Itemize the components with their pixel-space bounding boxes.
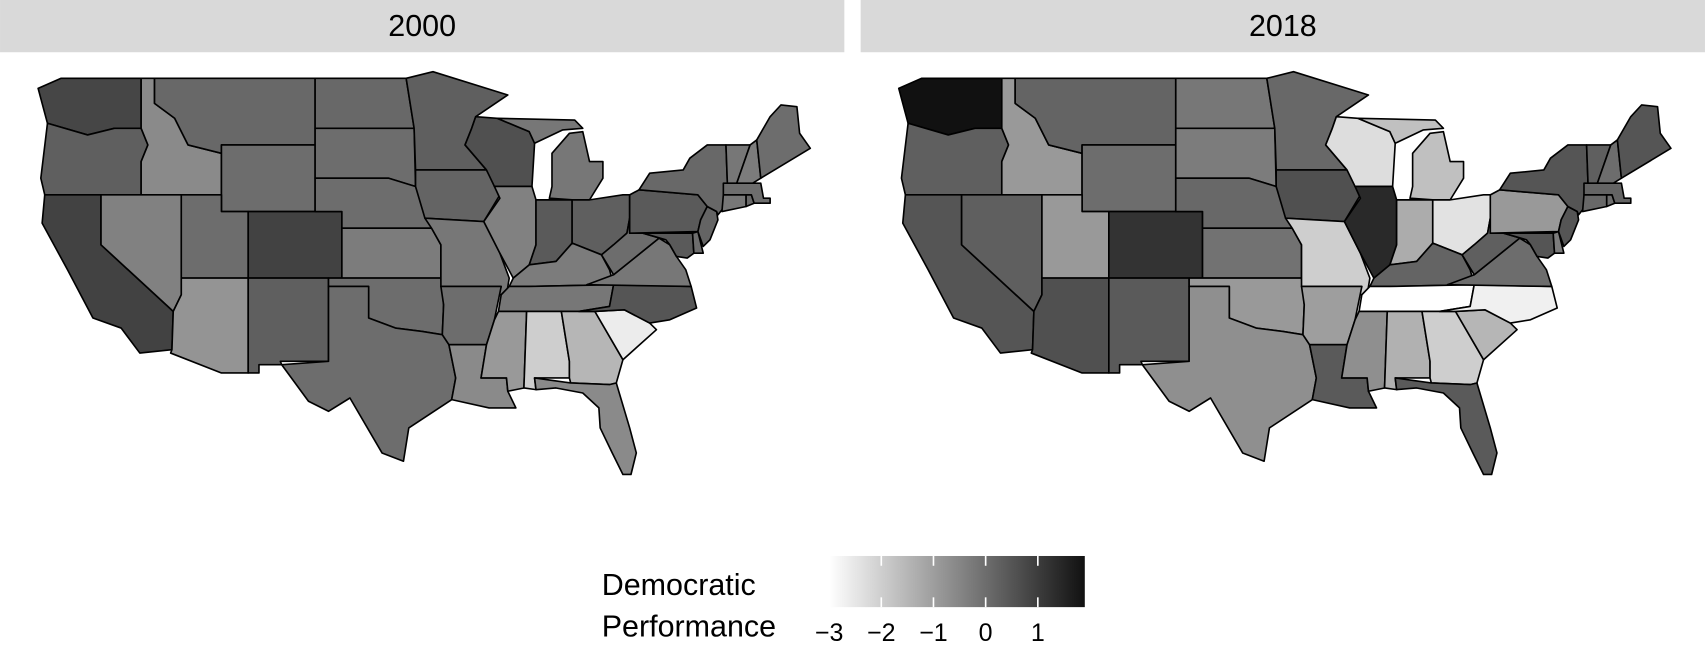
state [755, 104, 812, 180]
state [900, 122, 1010, 196]
state [1557, 205, 1580, 248]
state [1438, 283, 1559, 324]
state [1489, 189, 1569, 234]
state [497, 283, 615, 313]
state [1030, 277, 1110, 374]
legend-title: Democratic Performance [601, 567, 777, 644]
state [721, 194, 747, 213]
colorbar-tick-label: −2 [867, 619, 896, 647]
state [577, 283, 698, 324]
facet-title: 2018 [1249, 9, 1317, 43]
state [1108, 210, 1204, 279]
state [735, 139, 762, 185]
state [220, 144, 316, 213]
state [1583, 182, 1632, 205]
state [1275, 169, 1362, 223]
state [628, 189, 709, 234]
colorbar-tick-label: −3 [815, 619, 844, 647]
colorbar-tick-label: 0 [979, 619, 993, 647]
state [1616, 104, 1672, 180]
state [314, 77, 415, 130]
state [722, 182, 771, 205]
state [1581, 194, 1608, 213]
facet-strip [0, 0, 845, 53]
colorbar [829, 555, 1085, 608]
state [1141, 285, 1318, 463]
state [414, 169, 501, 223]
state [247, 210, 343, 279]
colorbar-tick-label: −1 [919, 619, 948, 647]
state [169, 277, 250, 374]
state [1201, 227, 1303, 279]
state [1174, 77, 1276, 130]
state [1358, 283, 1476, 313]
legend-title-box: Democratic Performance [601, 567, 777, 644]
state [697, 205, 719, 248]
state [533, 377, 638, 476]
state [247, 277, 330, 374]
colorbar-tick-label: 1 [1031, 619, 1045, 647]
state [1081, 144, 1177, 213]
state [280, 285, 457, 463]
state [40, 122, 149, 196]
facet-strip [860, 0, 1705, 53]
state [341, 227, 442, 279]
state [1394, 377, 1498, 476]
facet-title: 2000 [388, 9, 456, 43]
state [1596, 139, 1623, 185]
state [1108, 277, 1190, 374]
